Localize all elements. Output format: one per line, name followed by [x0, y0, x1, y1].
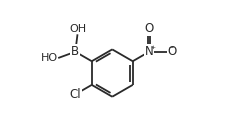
Text: $^-$: $^-$ [167, 44, 175, 53]
Text: O: O [144, 22, 154, 35]
Text: N: N [145, 45, 154, 58]
Text: B: B [71, 45, 79, 58]
Text: Cl: Cl [69, 88, 81, 101]
Text: HO: HO [40, 53, 58, 63]
Text: $^+$: $^+$ [149, 44, 157, 53]
Text: O: O [167, 45, 176, 58]
Text: OH: OH [69, 24, 86, 34]
